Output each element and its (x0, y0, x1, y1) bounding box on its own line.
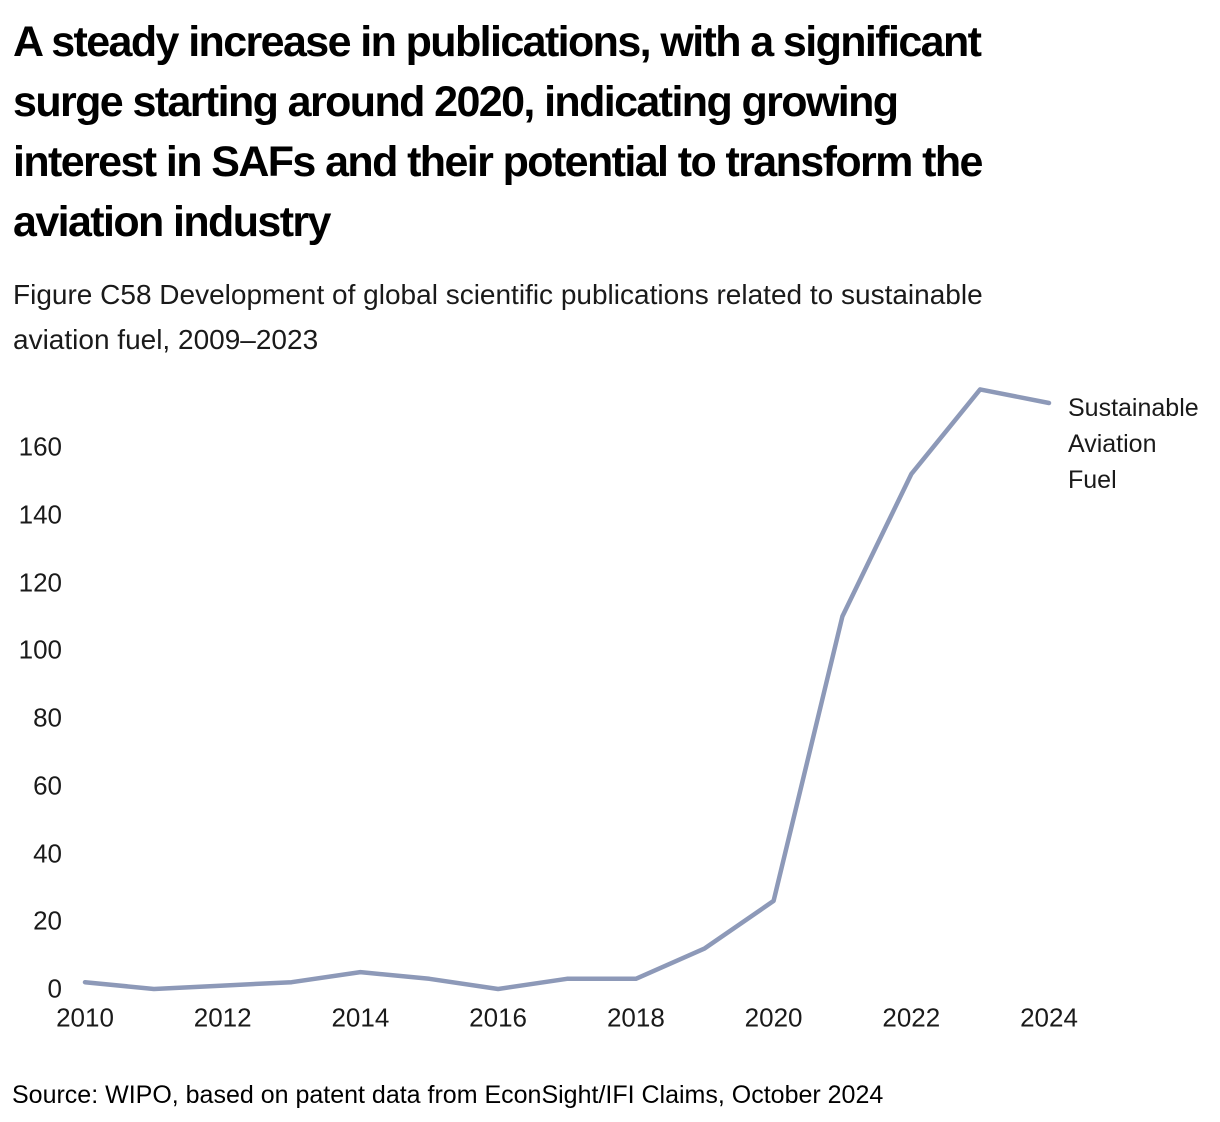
y-tick-label: 140 (18, 499, 62, 530)
x-tick-label: 2020 (744, 1002, 803, 1033)
source-note: Source: WIPO, based on patent data from … (12, 1081, 884, 1109)
y-tick-label: 160 (18, 431, 62, 462)
x-tick-label: 2010 (56, 1002, 114, 1033)
chart-headline: A steady increase in publications, with … (13, 12, 983, 252)
x-tick-label: 2014 (331, 1002, 390, 1033)
headline-line-3: interest in SAFs and their potential to … (13, 138, 983, 186)
headline-line-2: surge starting around 2020, indicating g… (13, 78, 899, 126)
series-label-line: Fuel (1068, 466, 1117, 494)
y-tick-label: 120 (18, 567, 62, 597)
y-tick-label: 0 (47, 973, 62, 1004)
figure-caption: Figure C58 Development of global scienti… (13, 272, 983, 362)
figure-caption-line-2: aviation fuel, 2009–2023 (13, 324, 319, 355)
x-tick-label: 2018 (606, 1002, 665, 1033)
headline-line-4: aviation industry (13, 198, 331, 246)
y-tick-label: 40 (33, 838, 62, 868)
y-tick-label: 20 (33, 905, 62, 936)
x-tick-label: 2022 (882, 1002, 941, 1033)
figure-caption-line-1: Figure C58 Development of global scienti… (13, 279, 983, 310)
headline-line-1: A steady increase in publications, with … (13, 18, 982, 66)
y-tick-label: 80 (33, 702, 62, 733)
x-tick-label: 2016 (469, 1002, 528, 1033)
series-label-line: Sustainable (1068, 394, 1199, 422)
y-tick-label: 60 (33, 770, 62, 801)
series-label-line: Aviation (1068, 430, 1157, 458)
saf-series-line (82, 387, 1052, 992)
x-tick-label: 2012 (193, 1002, 252, 1033)
x-tick-label: 2024 (1020, 1002, 1078, 1033)
y-tick-label: 100 (18, 634, 62, 665)
series-label: Sustainable Aviation Fuel (1068, 390, 1199, 498)
